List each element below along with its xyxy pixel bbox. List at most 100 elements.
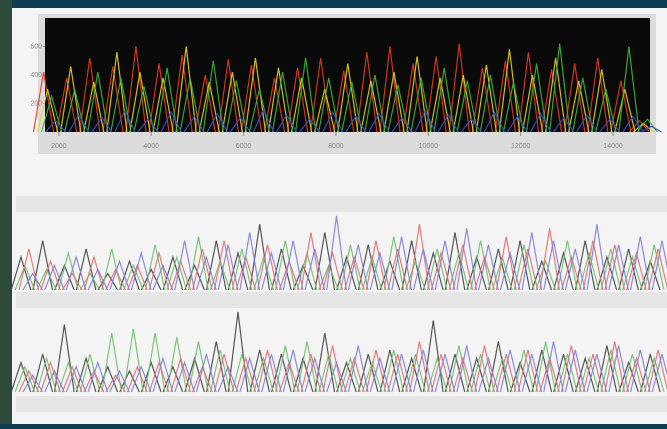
- peak: [433, 67, 455, 133]
- peak: [87, 268, 109, 291]
- peak: [553, 116, 575, 133]
- peak: [239, 356, 261, 393]
- peak: [109, 369, 130, 393]
- peak: [244, 57, 267, 133]
- peak: [444, 232, 466, 291]
- peak: [391, 236, 412, 291]
- peak: [499, 250, 521, 291]
- peak: [560, 255, 582, 291]
- peak: [502, 82, 525, 133]
- peak: [235, 356, 257, 393]
- peak: [64, 89, 86, 133]
- y-tick-label: 400: [30, 72, 42, 79]
- peak: [544, 57, 567, 133]
- peak: [137, 118, 159, 133]
- peak: [383, 349, 405, 393]
- peak: [651, 240, 667, 291]
- peak: [456, 345, 478, 393]
- peak: [488, 341, 509, 393]
- peak: [444, 353, 466, 393]
- peak: [452, 74, 474, 133]
- peak: [225, 80, 248, 133]
- peak: [263, 77, 286, 133]
- peak: [171, 54, 193, 133]
- peak: [148, 63, 170, 133]
- peak: [425, 56, 447, 133]
- peak: [531, 349, 553, 393]
- peak: [430, 250, 452, 291]
- peak: [564, 248, 586, 291]
- peak: [448, 43, 470, 133]
- peak: [333, 70, 355, 133]
- peak: [495, 353, 517, 393]
- y-tick-label: 600: [30, 43, 42, 50]
- peak: [517, 349, 539, 393]
- peak: [535, 341, 557, 393]
- peak: [267, 67, 290, 133]
- peak: [205, 240, 227, 291]
- peak: [32, 353, 54, 393]
- peak: [491, 356, 513, 393]
- peak: [40, 94, 63, 133]
- peak: [44, 369, 65, 393]
- peak: [456, 228, 478, 291]
- peak: [75, 248, 97, 291]
- peak: [529, 112, 552, 133]
- peak: [57, 360, 79, 393]
- peak: [83, 369, 105, 393]
- peak: [387, 353, 409, 393]
- peak: [65, 365, 87, 393]
- peak: [391, 353, 412, 393]
- ruler: [16, 196, 667, 212]
- peak: [166, 255, 188, 291]
- peak: [274, 240, 296, 291]
- peak: [521, 74, 544, 133]
- peak: [290, 77, 313, 133]
- peak: [184, 356, 205, 393]
- peak: [426, 248, 448, 291]
- peak: [600, 349, 622, 393]
- peak: [175, 46, 197, 133]
- peak: [322, 345, 343, 393]
- peak: [296, 341, 318, 393]
- peak: [129, 72, 151, 133]
- peak: [278, 360, 300, 393]
- peak: [257, 244, 278, 291]
- peak: [517, 248, 539, 291]
- x-tick-label: 8000: [328, 143, 344, 150]
- peak: [525, 63, 548, 133]
- peak: [586, 224, 608, 291]
- peak: [452, 356, 474, 393]
- peak: [406, 56, 428, 133]
- peak: [192, 365, 213, 393]
- peak: [405, 353, 426, 393]
- peak: [32, 72, 55, 133]
- peak: [647, 349, 667, 393]
- peak: [22, 272, 43, 291]
- peak: [249, 224, 271, 291]
- peak: [174, 360, 195, 393]
- peak: [252, 107, 275, 133]
- peak: [412, 349, 434, 393]
- peak: [452, 244, 474, 291]
- peak: [513, 349, 535, 393]
- peak: [521, 232, 543, 291]
- peak: [40, 360, 61, 393]
- peak: [582, 240, 604, 291]
- peak: [44, 263, 65, 291]
- peak: [409, 341, 430, 393]
- peak: [18, 248, 40, 291]
- peak: [347, 244, 369, 291]
- peak: [629, 236, 651, 291]
- peak: [318, 353, 340, 393]
- peak: [61, 365, 83, 393]
- peak: [629, 349, 651, 393]
- peak: [274, 345, 296, 393]
- peak: [582, 353, 604, 393]
- peak: [347, 345, 369, 393]
- peak: [286, 67, 309, 133]
- peak: [471, 67, 493, 133]
- peak: [608, 345, 629, 393]
- peak: [343, 255, 365, 291]
- peak: [521, 353, 543, 393]
